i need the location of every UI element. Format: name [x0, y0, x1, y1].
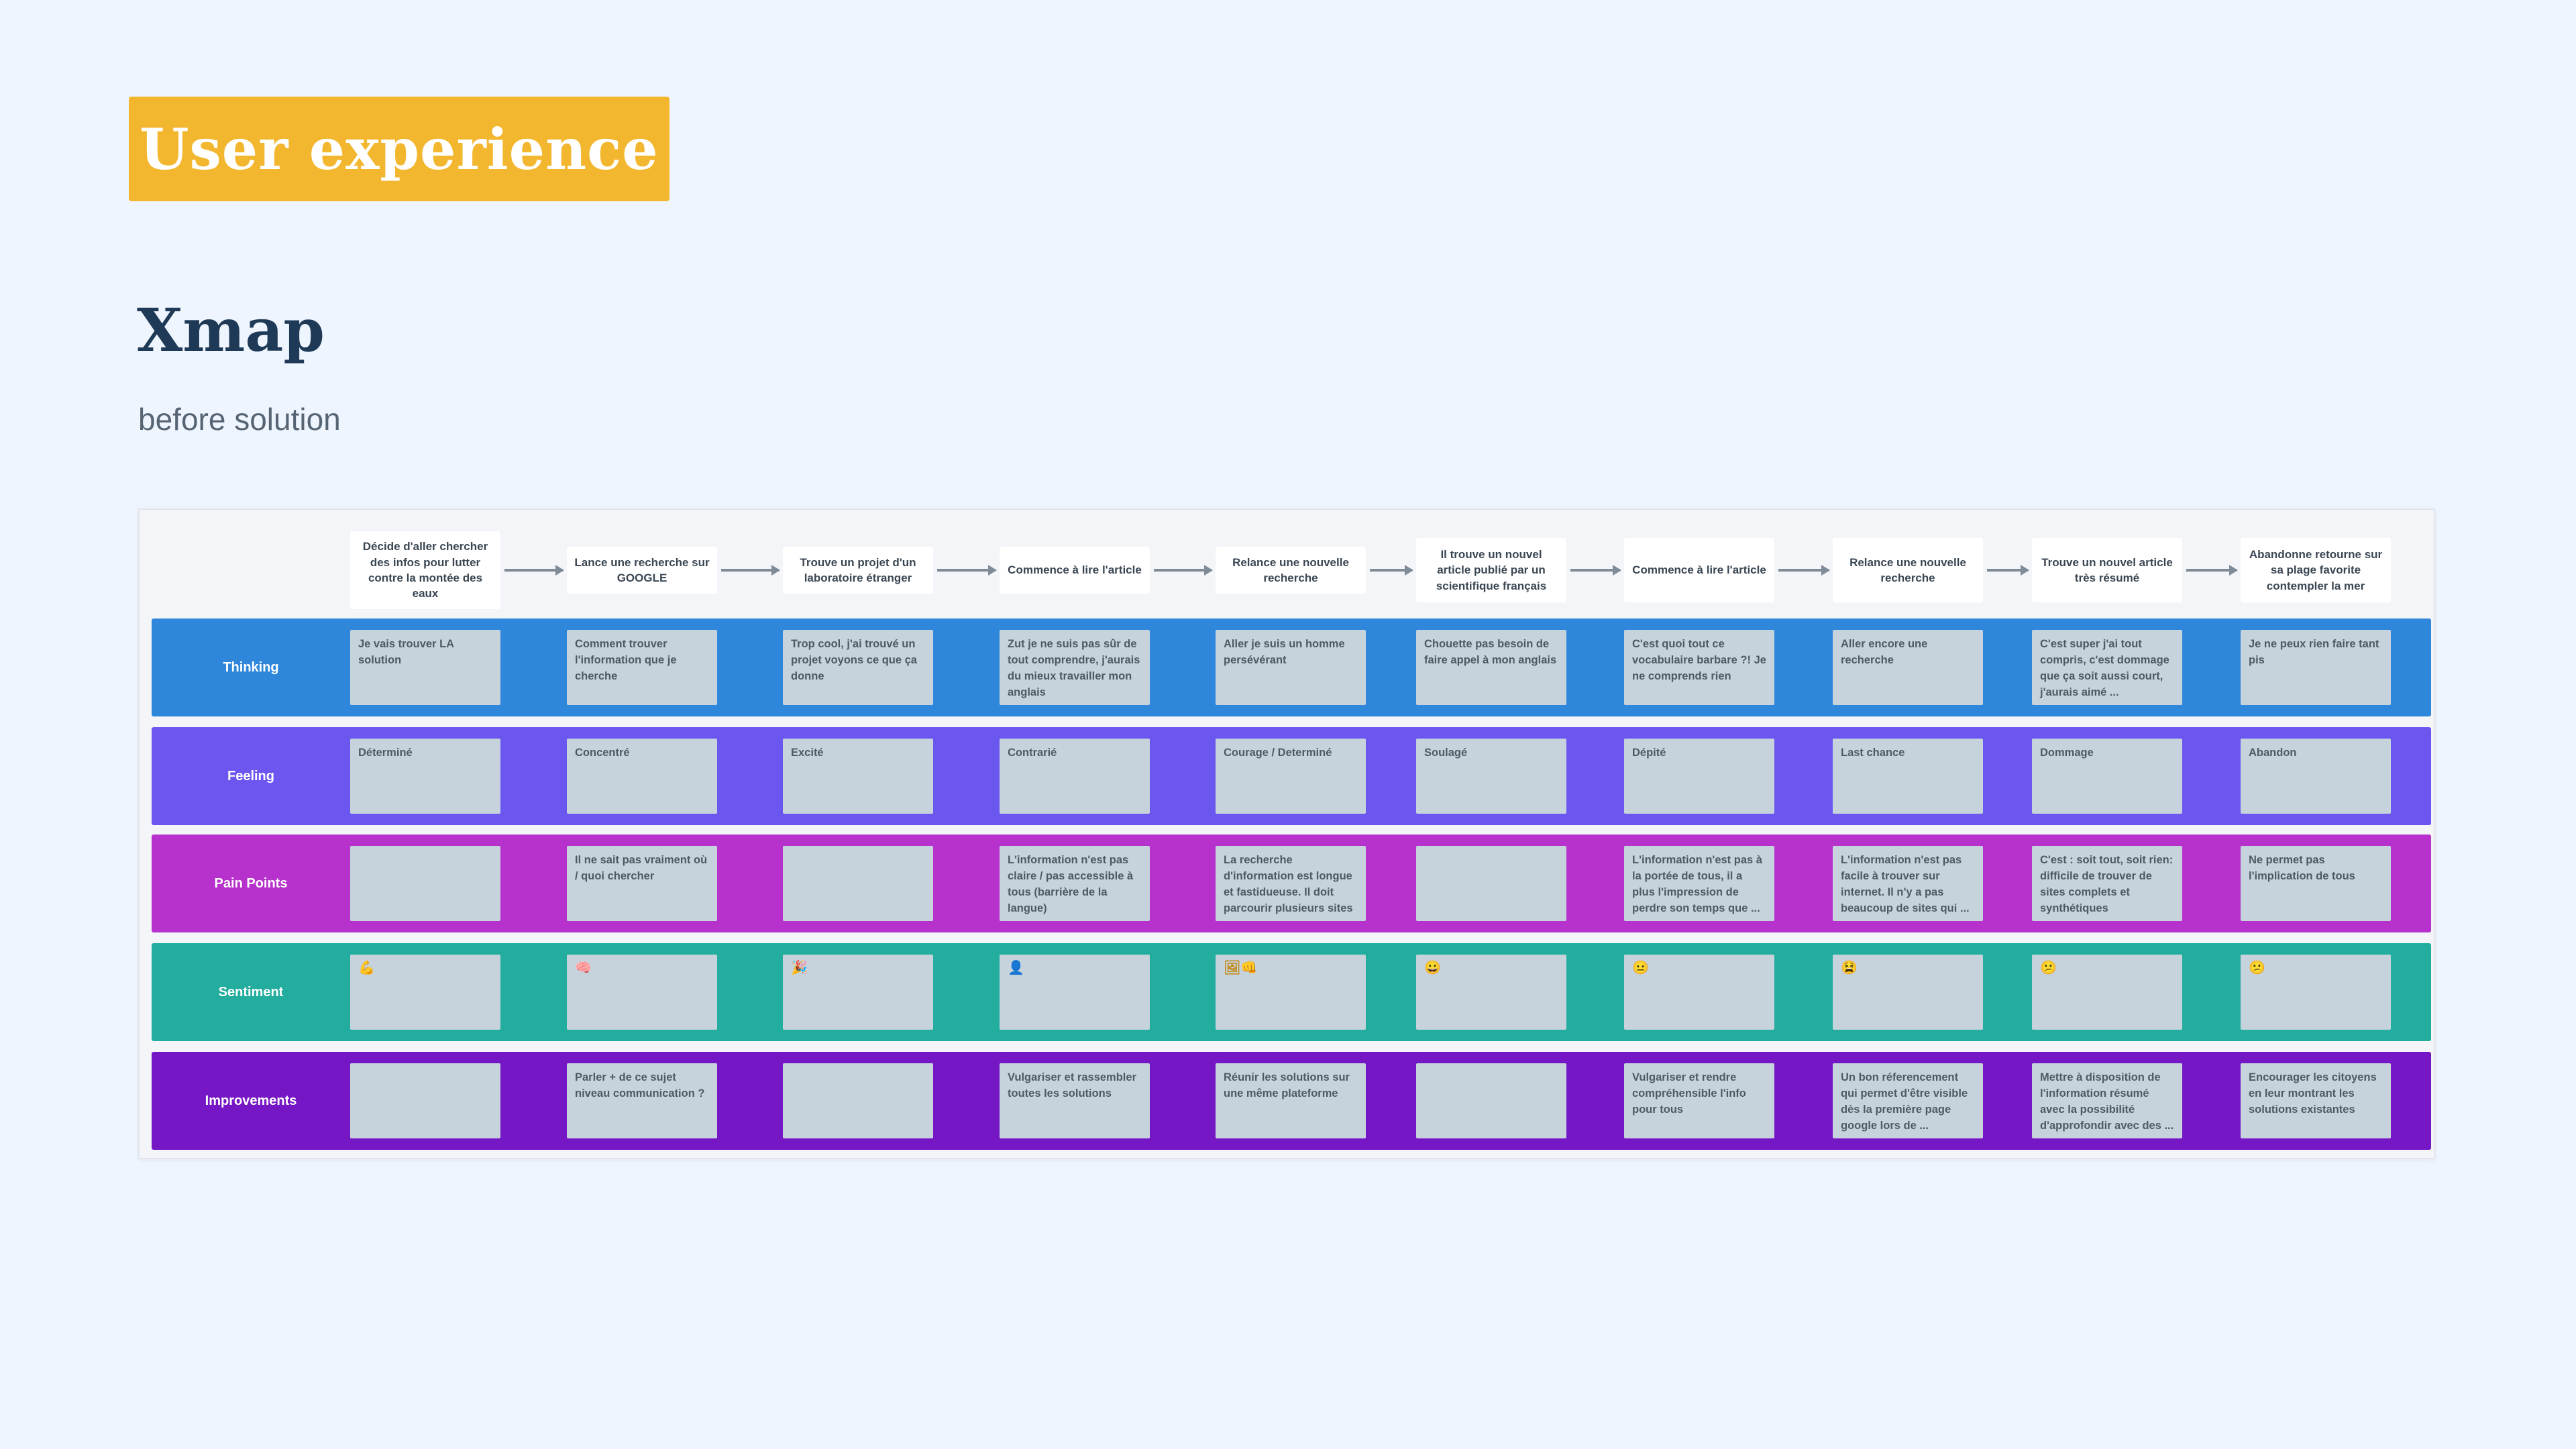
sticky-note-card[interactable]: La recherche d'information est longue et…	[1216, 846, 1366, 921]
sticky-note-card[interactable]: Courage / Determiné	[1216, 739, 1366, 814]
step-connector-arrow	[1370, 565, 1413, 576]
section-badge-label: User experience	[140, 115, 659, 182]
step-connector-arrow	[1987, 565, 2029, 576]
sticky-note-card[interactable]: Abandon	[2241, 739, 2391, 814]
page-subtitle: before solution	[138, 402, 341, 437]
sticky-note-card[interactable]: Dommage	[2032, 739, 2182, 814]
lane-label: Pain Points	[214, 875, 288, 891]
sentiment-emoji-card[interactable]: 😐	[1624, 955, 1774, 1030]
journey-step[interactable]: Relance une nouvelle recherche	[1216, 547, 1366, 594]
sticky-note-card[interactable]: Trop cool, j'ai trouvé un projet voyons …	[783, 630, 933, 705]
lane-label: Improvements	[205, 1093, 297, 1108]
lane-improvements: Improvements Parler + de ce sujet niveau …	[152, 1052, 2431, 1150]
step-connector-arrow	[937, 565, 997, 576]
step-connector-arrow	[2186, 565, 2238, 576]
sentiment-emoji-card[interactable]: 🖼👊	[1216, 955, 1366, 1030]
journey-step[interactable]: Relance une nouvelle recherche	[1833, 538, 1983, 602]
sticky-note-card[interactable]: Il ne sait pas vraiment où / quoi cherch…	[567, 846, 717, 921]
lane-thinking: Thinking Je vais trouver LA solution Comme…	[152, 619, 2431, 716]
lane-label: Sentiment	[218, 984, 284, 1000]
sticky-note-card[interactable]	[783, 1063, 933, 1138]
sticky-note-card[interactable]: L'information n'est pas à la portée de t…	[1624, 846, 1774, 921]
journey-step[interactable]: Commence à lire l'article	[1000, 547, 1150, 594]
sticky-note-card[interactable]: Dépité	[1624, 739, 1774, 814]
lane-feeling: Feeling Déterminé Concentré Excité Contrarié…	[152, 727, 2431, 825]
page-title: Xmap	[137, 295, 325, 365]
sticky-note-card[interactable]	[350, 1063, 500, 1138]
sticky-note-card[interactable]: Comment trouver l'information que je che…	[567, 630, 717, 705]
sticky-note-card[interactable]: Soulagé	[1416, 739, 1566, 814]
sticky-note-card[interactable]: Vulgariser et rassembler toutes les solu…	[1000, 1063, 1150, 1138]
sticky-note-card[interactable]: Mettre à disposition de l'information ré…	[2032, 1063, 2182, 1138]
sticky-note-card[interactable]: Un bon réferencement qui permet d'être v…	[1833, 1063, 1983, 1138]
section-badge: User experience	[129, 97, 669, 201]
sticky-note-card[interactable]: Je ne peux rien faire tant pis	[2241, 630, 2391, 705]
step-connector-arrow	[504, 565, 564, 576]
sticky-note-card[interactable]	[783, 846, 933, 921]
sentiment-emoji-card[interactable]: 🎉	[783, 955, 933, 1030]
sticky-note-card[interactable]: Déterminé	[350, 739, 500, 814]
sticky-note-card[interactable]: C'est super j'ai tout compris, c'est dom…	[2032, 630, 2182, 705]
journey-step[interactable]: Abandonne retourne sur sa plage favorite…	[2241, 538, 2391, 602]
sticky-note-card[interactable]	[350, 846, 500, 921]
sticky-note-card[interactable]	[1416, 1063, 1566, 1138]
step-connector-arrow	[1154, 565, 1213, 576]
sticky-note-card[interactable]: Chouette pas besoin de faire appel à mon…	[1416, 630, 1566, 705]
journey-step[interactable]: Trouve un nouvel article très résumé	[2032, 538, 2182, 602]
sticky-note-card[interactable]: L'information n'est pas claire / pas acc…	[1000, 846, 1150, 921]
sticky-note-card[interactable]: C'est quoi tout ce vocabulaire barbare ?…	[1624, 630, 1774, 705]
sticky-note-card[interactable]: Concentré	[567, 739, 717, 814]
sticky-note-card[interactable]: Last chance	[1833, 739, 1983, 814]
sentiment-emoji-card[interactable]: 😕	[2241, 955, 2391, 1030]
sticky-note-card[interactable]: Aller je suis un homme persévérant	[1216, 630, 1366, 705]
step-connector-arrow	[1570, 565, 1621, 576]
sentiment-emoji-card[interactable]: 👤	[1000, 955, 1150, 1030]
sticky-note-card[interactable]: Excité	[783, 739, 933, 814]
step-connector-arrow	[1778, 565, 1830, 576]
experience-map-board: Décide d'aller chercher des infos pour l…	[138, 508, 2435, 1159]
sentiment-emoji-card[interactable]: 💪	[350, 955, 500, 1030]
sticky-note-card[interactable]: Vulgariser et rendre compréhensible l'in…	[1624, 1063, 1774, 1138]
sticky-note-card[interactable]: C'est : soit tout, soit rien: difficile …	[2032, 846, 2182, 921]
sentiment-emoji-card[interactable]: 😀	[1416, 955, 1566, 1030]
step-connector-arrow	[721, 565, 780, 576]
sticky-note-card[interactable]: Contrarié	[1000, 739, 1150, 814]
journey-step[interactable]: Lance une recherche sur GOOGLE	[567, 547, 717, 594]
journey-step[interactable]: Il trouve un nouvel article publié par u…	[1416, 538, 1566, 602]
lane-label: Feeling	[227, 768, 274, 784]
journey-step[interactable]: Trouve un projet d'un laboratoire étrang…	[783, 547, 933, 594]
sentiment-emoji-card[interactable]: 🧠	[567, 955, 717, 1030]
sentiment-emoji-card[interactable]: 😕	[2032, 955, 2182, 1030]
journey-step[interactable]: Commence à lire l'article	[1624, 538, 1774, 602]
sticky-note-card[interactable]: Aller encore une recherche	[1833, 630, 1983, 705]
sentiment-emoji-card[interactable]: 😫	[1833, 955, 1983, 1030]
lane-sentiment: Sentiment 💪 🧠 🎉 👤 🖼👊 😀 😐 😫 😕 😕	[152, 943, 2431, 1041]
sticky-note-card[interactable]: Encourager les citoyens en leur montrant…	[2241, 1063, 2391, 1138]
sticky-note-card[interactable]: L'information n'est pas facile à trouver…	[1833, 846, 1983, 921]
sticky-note-card[interactable]: Ne permet pas l'implication de tous	[2241, 846, 2391, 921]
sticky-note-card[interactable]	[1416, 846, 1566, 921]
sticky-note-card[interactable]: Réunir les solutions sur une même platef…	[1216, 1063, 1366, 1138]
sticky-note-card[interactable]: Je vais trouver LA solution	[350, 630, 500, 705]
lane-pain-points: Pain Points Il ne sait pas vraiment où / …	[152, 835, 2431, 932]
lane-label: Thinking	[223, 659, 279, 675]
journey-step[interactable]: Décide d'aller chercher des infos pour l…	[350, 531, 500, 609]
sticky-note-card[interactable]: Zut je ne suis pas sûr de tout comprendr…	[1000, 630, 1150, 705]
sticky-note-card[interactable]: Parler + de ce sujet niveau communicatio…	[567, 1063, 717, 1138]
